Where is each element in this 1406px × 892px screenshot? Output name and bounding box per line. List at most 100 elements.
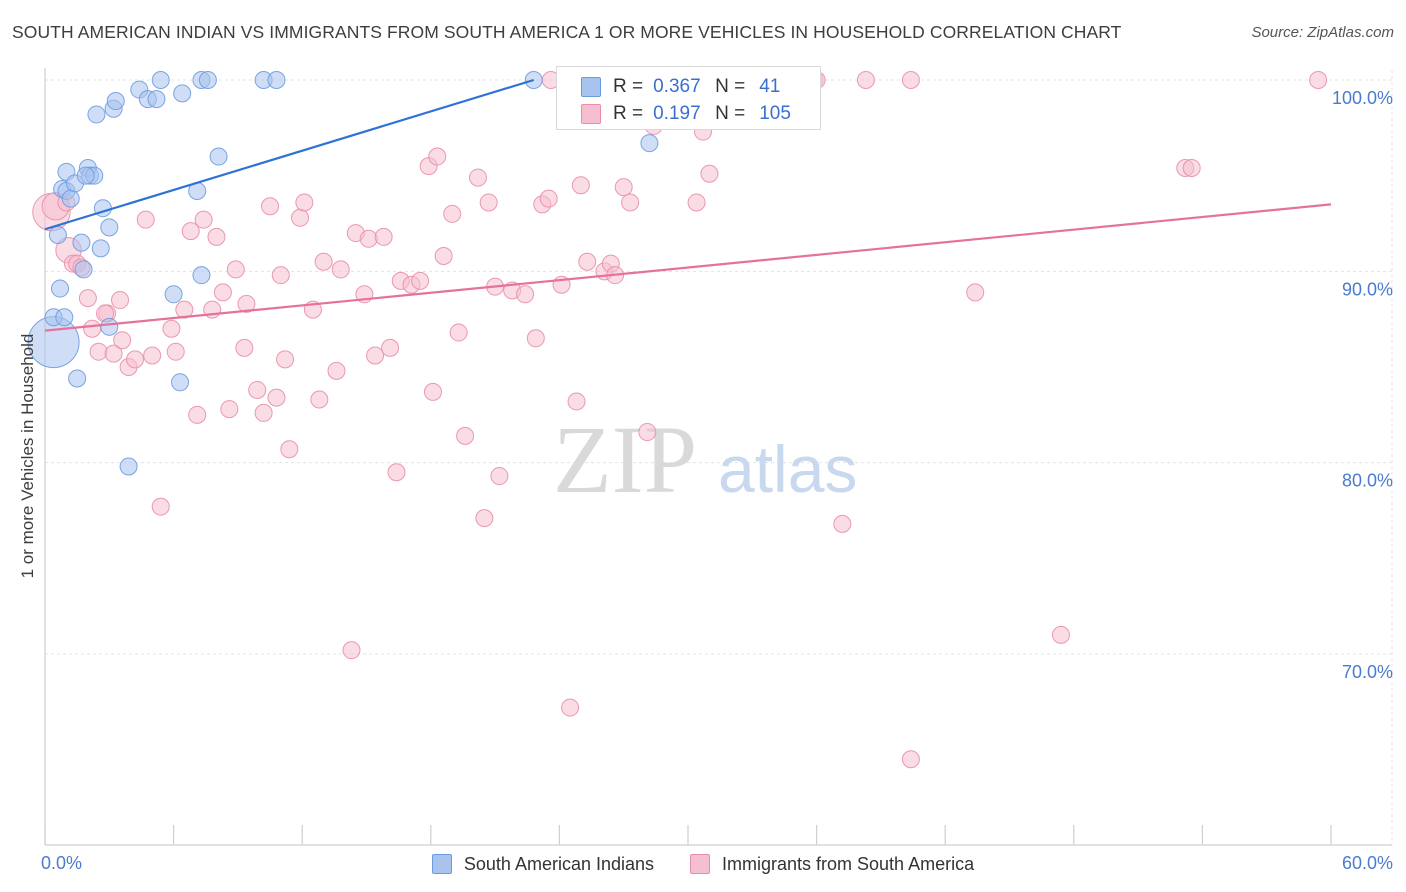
point-immigrant-south-america — [966, 283, 985, 302]
legend-r-value: 0.197 — [653, 103, 701, 124]
legend-row-pink: R = 0.197 N = 105 — [581, 102, 791, 126]
legend-r-value: 0.367 — [653, 76, 701, 97]
trend-line-south-american-indians — [44, 78, 535, 231]
point-immigrant-south-america — [226, 260, 245, 279]
point-south-american-indian — [147, 90, 166, 109]
legend-swatch-pink — [690, 854, 711, 874]
point-immigrant-south-america — [516, 285, 535, 304]
point-immigrant-south-america — [1182, 159, 1201, 178]
point-immigrant-south-america — [143, 346, 162, 365]
x-tick-label: 60.0% — [1342, 853, 1393, 873]
series-immigrants-points — [32, 71, 1328, 769]
point-south-american-indian — [173, 84, 192, 103]
point-south-american-indian — [119, 457, 138, 476]
chart-title: SOUTH AMERICAN INDIAN VS IMMIGRANTS FROM… — [12, 22, 1122, 42]
point-immigrant-south-america — [295, 193, 314, 212]
point-immigrant-south-america — [901, 71, 920, 89]
y-axis-label: 1 or more Vehicles in Household — [18, 334, 37, 579]
point-south-american-indian — [91, 239, 110, 258]
point-immigrant-south-america — [638, 423, 657, 442]
watermark-zip: ZIP — [553, 406, 697, 513]
point-immigrant-south-america — [561, 698, 580, 717]
point-immigrant-south-america — [1309, 71, 1328, 89]
point-immigrant-south-america — [280, 440, 299, 459]
point-immigrant-south-america — [248, 380, 267, 399]
legend-item-south-american-indians: South American Indians — [431, 854, 654, 875]
point-south-american-indian — [74, 260, 93, 279]
x-tick-labels: 0.0% 60.0% — [41, 853, 1393, 873]
point-immigrant-south-america — [78, 289, 97, 308]
y-tick-label: 80.0% — [1342, 471, 1393, 491]
point-immigrant-south-america — [567, 392, 586, 411]
point-immigrant-south-america — [687, 193, 706, 212]
point-south-american-indian — [164, 285, 183, 304]
point-south-american-indian — [198, 71, 217, 89]
point-immigrant-south-america — [387, 463, 406, 482]
point-south-american-indian — [87, 105, 106, 124]
point-south-american-indian — [48, 225, 67, 244]
point-immigrant-south-america — [213, 283, 232, 302]
point-immigrant-south-america — [162, 319, 181, 338]
point-immigrant-south-america — [188, 405, 207, 424]
point-immigrant-south-america — [856, 71, 875, 89]
point-immigrant-south-america — [490, 467, 509, 486]
y-tick-label: 70.0% — [1342, 662, 1393, 682]
point-immigrant-south-america — [411, 271, 430, 290]
point-south-american-indian — [209, 147, 228, 166]
point-immigrant-south-america — [468, 168, 487, 187]
point-immigrant-south-america — [449, 323, 468, 342]
point-immigrant-south-america — [434, 247, 453, 266]
point-immigrant-south-america — [423, 382, 442, 401]
point-immigrant-south-america — [443, 204, 462, 223]
point-south-american-indian — [267, 71, 286, 89]
point-immigrant-south-america — [194, 210, 213, 229]
point-immigrant-south-america — [126, 350, 145, 369]
point-south-american-indian — [72, 233, 91, 252]
trend-lines — [44, 78, 1332, 332]
point-immigrant-south-america — [428, 147, 447, 166]
legend-r-label: R = — [613, 103, 644, 124]
legend-n-value: 41 — [759, 76, 781, 97]
point-south-american-indian — [640, 134, 659, 153]
point-immigrant-south-america — [526, 329, 545, 348]
y-tick-label: 90.0% — [1342, 279, 1393, 299]
point-immigrant-south-america — [475, 509, 494, 528]
point-immigrant-south-america — [261, 197, 280, 216]
point-immigrant-south-america — [327, 361, 346, 380]
point-immigrant-south-america — [220, 400, 239, 419]
x-tick-label: 0.0% — [41, 853, 82, 873]
point-immigrant-south-america — [479, 193, 498, 212]
point-immigrant-south-america — [614, 178, 633, 197]
point-immigrant-south-america — [237, 294, 256, 313]
point-immigrant-south-america — [456, 426, 475, 445]
legend-swatch-blue — [431, 854, 452, 874]
legend-n-label: N = — [715, 76, 746, 97]
point-immigrant-south-america — [181, 222, 200, 241]
series-south-american-indians-points — [27, 71, 659, 476]
point-immigrant-south-america — [314, 252, 333, 271]
point-immigrant-south-america — [113, 331, 132, 350]
point-south-american-indian — [192, 266, 211, 285]
point-immigrant-south-america — [235, 338, 254, 357]
point-immigrant-south-america — [136, 210, 155, 229]
trend-line-immigrants — [44, 203, 1332, 332]
legend-n-label: N = — [715, 103, 746, 124]
point-immigrant-south-america — [291, 208, 310, 227]
legend-n-value: 105 — [759, 103, 791, 124]
legend-item-immigrants: Immigrants from South America — [690, 854, 974, 875]
watermark-atlas: atlas — [718, 432, 857, 506]
point-immigrant-south-america — [83, 319, 102, 338]
legend-r-label: R = — [613, 76, 644, 97]
point-south-american-indian — [106, 92, 125, 111]
point-immigrant-south-america — [1051, 625, 1070, 644]
point-immigrant-south-america — [89, 342, 108, 361]
point-south-american-indian — [61, 189, 80, 208]
series-legend: South American Indians Immigrants from S… — [0, 852, 1406, 876]
point-immigrant-south-america — [381, 338, 400, 357]
point-immigrant-south-america — [359, 229, 378, 248]
point-immigrant-south-america — [175, 300, 194, 319]
point-immigrant-south-america — [901, 750, 920, 769]
legend-row-blue: R = 0.367 N = 41 — [581, 75, 780, 99]
source-credit: Source: ZipAtlas.com — [1251, 24, 1394, 41]
